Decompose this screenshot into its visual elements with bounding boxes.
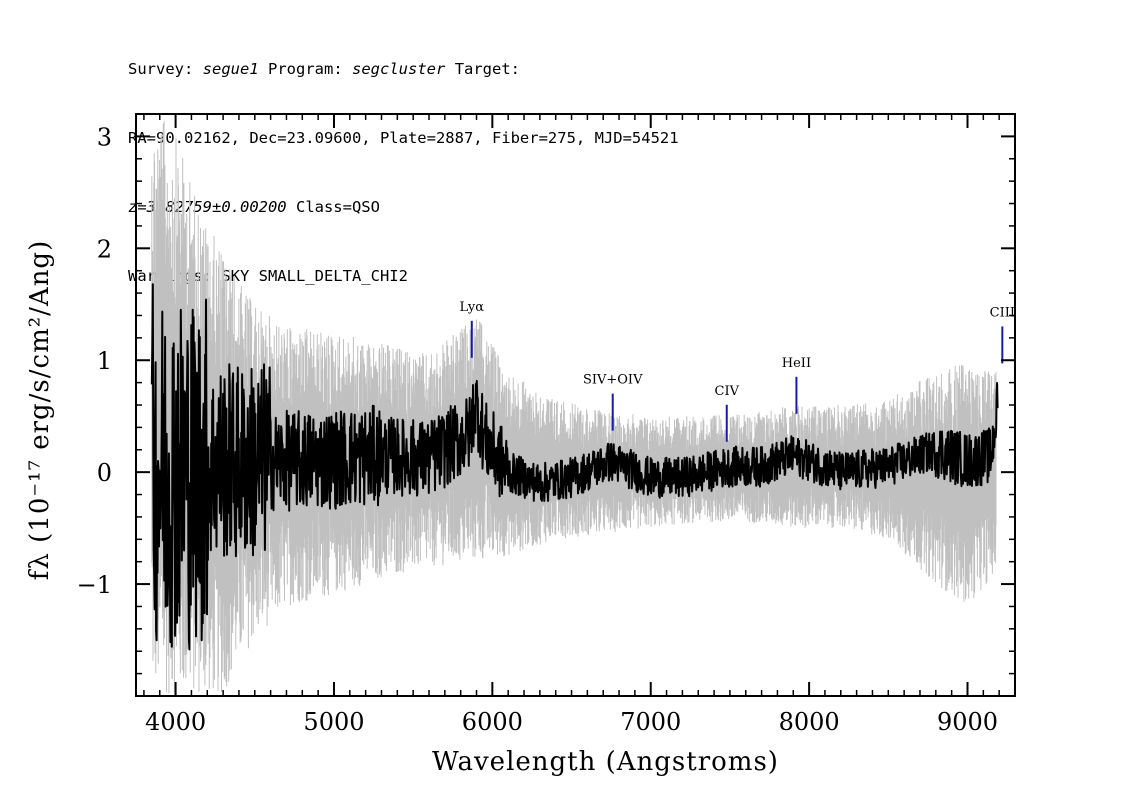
marker-label: Lyα bbox=[459, 300, 484, 315]
marker-label: SIV+OIV bbox=[583, 373, 643, 388]
program-value: segcluster bbox=[352, 60, 446, 78]
y-tick-label: 2 bbox=[97, 235, 112, 263]
x-tick-label: 9000 bbox=[937, 708, 998, 736]
line-marker-layer: Lyα SIV+OIV CIV HeII CIII bbox=[459, 300, 1015, 442]
x-tick-label: 4000 bbox=[145, 708, 206, 736]
header-coords: RA=90.02162, Dec=23.09600, Plate=2887, F… bbox=[128, 129, 679, 147]
flux-layer bbox=[150, 283, 999, 651]
x-axis-title: Wavelength (Angstroms) bbox=[432, 747, 779, 777]
line-marker-heii: HeII bbox=[782, 356, 811, 414]
y-axis-title: fλ (10⁻¹⁷ erg/s/cm²/Ang) bbox=[25, 240, 55, 580]
x-tick-label: 6000 bbox=[462, 708, 523, 736]
survey-value: segue1 bbox=[202, 60, 259, 78]
x-tick-label: 5000 bbox=[303, 708, 364, 736]
flux-series bbox=[150, 283, 999, 651]
line-marker-ciii: CIII bbox=[990, 305, 1015, 364]
y-tick-label: −1 bbox=[77, 571, 112, 599]
line-marker-civ: CIV bbox=[715, 384, 740, 442]
class-value: Class=QSO bbox=[295, 198, 380, 216]
y-tick-label: 3 bbox=[97, 123, 112, 151]
x-tick-label: 8000 bbox=[779, 708, 840, 736]
survey-label: Survey: bbox=[128, 60, 194, 78]
y-tick-label: 1 bbox=[97, 347, 112, 375]
spectrum-header: Survey: segue1 Program: segcluster Targe… bbox=[128, 12, 679, 311]
line-marker-ly-: Lyα bbox=[459, 300, 484, 358]
header-line-1: Survey: segue1 Program: segcluster Targe… bbox=[128, 58, 679, 81]
tick-layer: 4000 5000 6000 7000 8000 9000 −1 0 1 2 3 bbox=[77, 114, 1015, 736]
line-marker-siv-oiv: SIV+OIV bbox=[583, 373, 643, 431]
marker-label: HeII bbox=[782, 356, 811, 371]
y-tick-label: 0 bbox=[97, 459, 112, 487]
error-band bbox=[151, 121, 997, 695]
program-label: Program: bbox=[268, 60, 343, 78]
marker-label: CIII bbox=[990, 305, 1015, 320]
target-label: Target: bbox=[454, 60, 521, 78]
marker-label: CIV bbox=[715, 384, 740, 399]
x-tick-label: 7000 bbox=[620, 708, 681, 736]
error-band-layer bbox=[151, 121, 997, 695]
